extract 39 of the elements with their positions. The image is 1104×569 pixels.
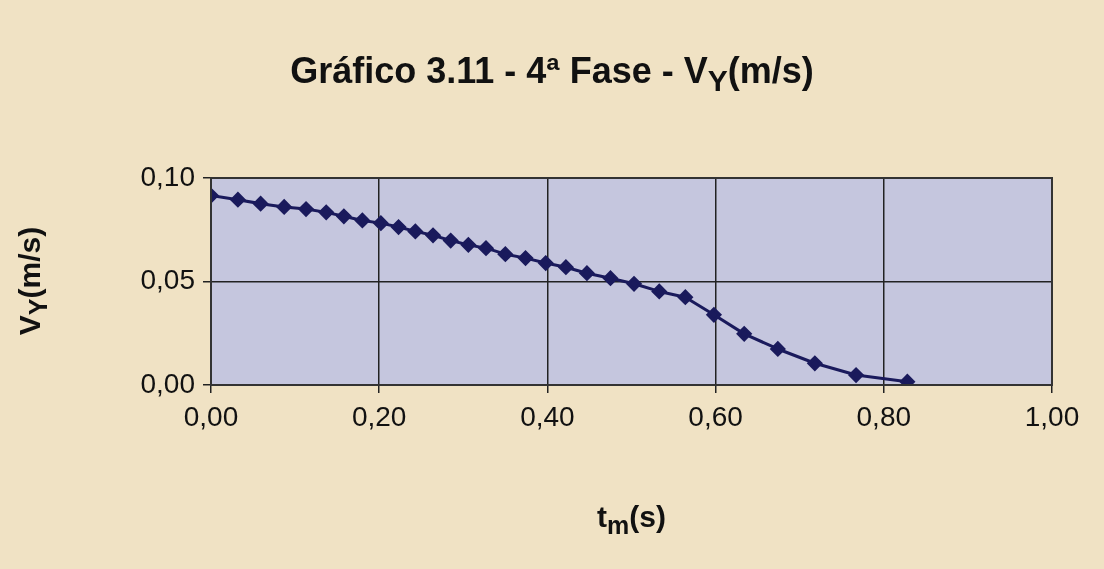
x-tick-label: 1,00 [1024,400,1080,432]
point [626,276,642,292]
y-tick-label: 0,10 [140,160,195,192]
point [318,204,334,220]
point [391,219,407,235]
x-axis-title: t$_{m}$(s) [596,500,667,540]
y-tick-label: 0,00 [140,367,195,399]
point [538,255,554,271]
point [706,307,722,323]
chart-title: Gráfico 3.11 - 4ª Fase - V$_{Y}$(m/s) [289,50,815,99]
point [736,326,752,342]
point [558,259,574,275]
y-tick-label: 0,05 [140,264,195,296]
point [407,223,423,239]
x-tick-label: 0,80 [856,400,912,432]
point [298,201,314,217]
point [276,199,292,215]
point [354,212,370,228]
point [253,196,269,212]
x-tick-label: 0,40 [520,400,575,432]
point [602,270,618,286]
point [230,192,246,208]
point [425,227,441,243]
point [579,265,595,281]
x-tick-label: 0,60 [688,400,743,432]
x-tick-label: 0,00 [183,400,239,432]
point [373,215,389,231]
point [518,250,534,266]
point [497,246,513,262]
point [443,233,459,249]
point [770,341,786,357]
point [336,208,352,224]
point [848,367,864,383]
point [807,355,823,371]
point [460,237,476,253]
point [651,283,667,299]
x-tick-label: 0,20 [351,400,407,432]
point [677,289,693,305]
point [478,240,494,256]
